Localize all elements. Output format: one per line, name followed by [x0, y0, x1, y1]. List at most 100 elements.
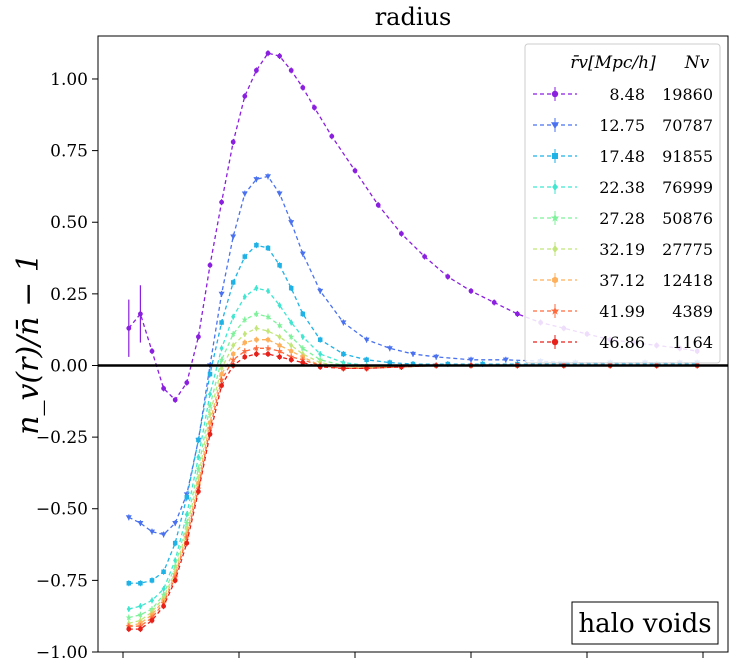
- data-point: [265, 351, 271, 357]
- legend-entry: 46.86 1164: [533, 333, 713, 352]
- y-tick-label: −0.25: [36, 428, 88, 448]
- data-point: [299, 356, 306, 363]
- data-point: [241, 191, 248, 197]
- data-point: [218, 291, 225, 297]
- data-point: [219, 371, 224, 377]
- data-point: [276, 191, 283, 197]
- data-point: [148, 605, 156, 612]
- data-point: [386, 346, 393, 352]
- data-point: [277, 53, 282, 59]
- data-point: [148, 614, 156, 621]
- data-point: [254, 337, 259, 343]
- data-point: [410, 351, 416, 358]
- data-point: [242, 293, 247, 300]
- data-point: [253, 345, 260, 351]
- legend-entry: 37.12 12418: [533, 271, 713, 290]
- legend-count-label: 91855: [662, 147, 713, 166]
- data-point: [299, 251, 306, 257]
- data-point: [172, 397, 178, 403]
- data-point: [161, 603, 167, 609]
- data-point: [264, 313, 272, 320]
- data-point: [265, 287, 271, 294]
- data-point: [207, 371, 213, 377]
- annotation-text: halo voids: [578, 609, 711, 639]
- data-point: [241, 316, 248, 323]
- data-point: [399, 231, 404, 237]
- data-point: [254, 67, 259, 73]
- data-point: [126, 580, 132, 586]
- data-point: [288, 220, 295, 226]
- data-point: [206, 425, 214, 432]
- legend-radius-label: 41.99: [599, 302, 645, 321]
- data-point: [253, 310, 260, 317]
- annotation-frame: [571, 601, 719, 645]
- data-point: [288, 357, 294, 363]
- legend-marker: [550, 213, 560, 222]
- series-32.19: [126, 325, 700, 627]
- series-46.86: [126, 351, 700, 633]
- legend-count-label: 12418: [662, 271, 713, 290]
- data-point: [138, 626, 143, 632]
- data-point: [352, 168, 358, 174]
- data-point: [207, 262, 213, 268]
- data-point: [340, 320, 347, 326]
- legend-entry: 17.48 91855: [533, 147, 713, 166]
- data-point: [218, 376, 225, 383]
- data-point: [265, 174, 271, 180]
- data-point: [289, 342, 294, 349]
- data-point: [195, 485, 202, 492]
- data-point: [196, 334, 201, 340]
- data-point: [184, 495, 190, 500]
- data-point: [161, 386, 167, 391]
- legend-radius-label: 17.48: [599, 147, 645, 166]
- data-point: [137, 611, 144, 618]
- data-point: [318, 351, 323, 358]
- data-point: [125, 622, 132, 629]
- data-point: [299, 345, 306, 351]
- data-point: [218, 356, 225, 363]
- data-point: [276, 347, 283, 354]
- data-point: [231, 351, 236, 357]
- y-axis-label: n_v(r)/n̄ − 1: [11, 253, 46, 435]
- data-point: [300, 85, 306, 90]
- data-point: [265, 50, 271, 56]
- legend-count-label: 19860: [662, 85, 713, 104]
- data-point: [183, 534, 190, 541]
- legend-col2-header: Nv: [684, 53, 710, 73]
- data-point: [254, 285, 259, 292]
- data-point: [515, 311, 520, 317]
- legend-marker: [551, 338, 559, 346]
- legend-marker: [550, 306, 560, 315]
- data-point: [230, 330, 237, 337]
- legend-count-label: 27775: [662, 240, 713, 259]
- data-point: [231, 342, 236, 349]
- legend-marker: [551, 90, 559, 98]
- data-point: [242, 330, 247, 337]
- data-point: [126, 626, 132, 632]
- y-tick-label: 0.50: [50, 213, 88, 233]
- data-point: [196, 454, 201, 461]
- legend-radius-label: 22.38: [599, 178, 645, 197]
- legend-radius-label: 32.19: [599, 240, 645, 259]
- y-tick-label: 0.00: [50, 356, 88, 376]
- data-point: [230, 139, 236, 145]
- data-point: [242, 93, 248, 99]
- data-point: [264, 345, 272, 351]
- data-point: [288, 285, 294, 291]
- data-point: [265, 328, 271, 335]
- legend-entry: 41.99 4389: [533, 302, 713, 321]
- data-point: [125, 515, 132, 521]
- data-point: [277, 333, 282, 340]
- data-point: [160, 591, 167, 598]
- data-point: [468, 288, 474, 294]
- data-point: [241, 347, 248, 354]
- legend-marker: [552, 245, 558, 253]
- chart-title: radius: [375, 3, 452, 31]
- series-line: [128, 327, 698, 624]
- data-point: [410, 361, 416, 367]
- data-point: [277, 354, 282, 360]
- legend-marker: [552, 153, 558, 159]
- data-point: [160, 532, 167, 538]
